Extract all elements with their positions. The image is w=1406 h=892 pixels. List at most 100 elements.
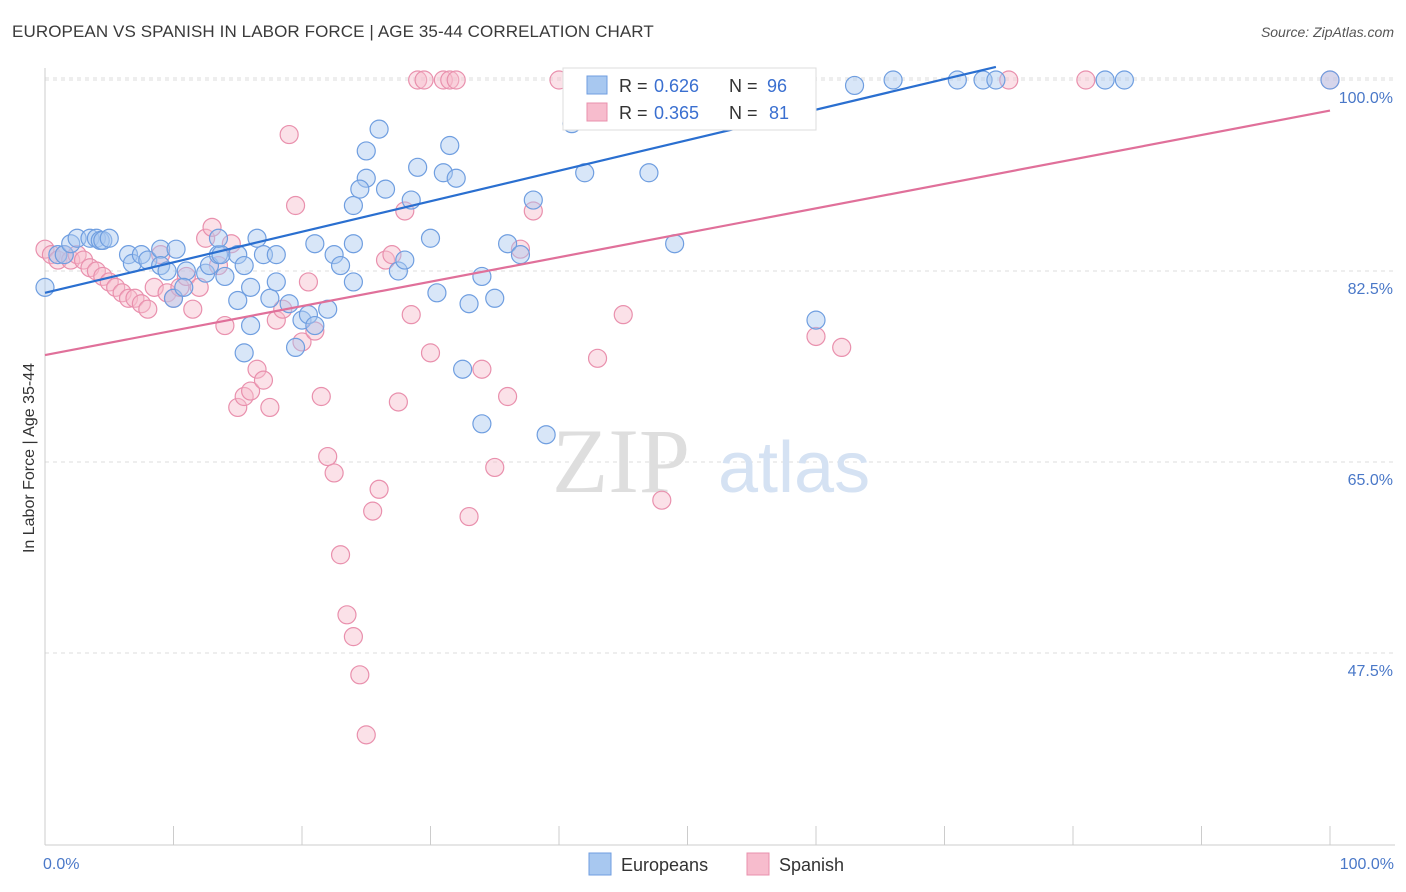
europeans-point-61: [433, 163, 453, 183]
grid-lines: [45, 77, 1395, 654]
europeans-n-label: N =: [729, 76, 758, 96]
europeans-point-64: [453, 359, 473, 379]
europeans-point-0: [35, 277, 55, 297]
europeans-point-69: [498, 234, 518, 254]
spanish-trend-line: [44, 109, 1331, 357]
europeans-point-93: [986, 70, 1006, 90]
spanish-point-71: [587, 348, 608, 368]
europeans-point-2: [54, 245, 74, 265]
spanish-point-42: [305, 321, 325, 341]
europeans-point-47: [343, 234, 363, 254]
europeans-point-29: [241, 277, 261, 297]
europeans-point-51: [350, 179, 370, 199]
europeans-point-40: [285, 337, 306, 357]
stats-legend: R = 0.626 N = 96 R = 0.365 N = 81: [562, 67, 817, 131]
spanish-n-label: N =: [729, 103, 758, 123]
chart-title: EUROPEAN VS SPANISH IN LABOR FORCE | AGE…: [12, 22, 654, 41]
y-axis-label: In Labor Force | Age 35-44: [21, 363, 38, 553]
europeans-point-96: [1320, 70, 1340, 90]
europeans-r-label: R =: [619, 76, 648, 96]
europeans-point-1: [48, 245, 68, 265]
europeans-point-53: [369, 119, 389, 139]
spanish-point-51: [363, 501, 383, 521]
europeans-point-68: [485, 288, 505, 308]
europeans-point-70: [510, 245, 531, 265]
y-tick-label-65: 65.0%: [1348, 472, 1393, 489]
x-tick-label-0: 0.0%: [43, 856, 79, 873]
europeans-point-26: [228, 245, 248, 265]
spanish-point-45: [324, 463, 344, 483]
europeans-point-63: [446, 168, 466, 188]
spanish-point-48: [343, 627, 363, 647]
spanish-point-60: [420, 343, 441, 363]
spanish-point-67: [498, 386, 518, 407]
spanish-n-value: 81: [769, 103, 789, 123]
spanish-point-33: [247, 359, 267, 379]
europeans-point-80: [639, 163, 659, 183]
spanish-r-label: R =: [619, 103, 648, 123]
spanish-point-39: [285, 195, 306, 216]
europeans-point-48: [343, 272, 363, 292]
spanish-point-23: [183, 299, 203, 319]
europeans-point-27: [208, 228, 229, 248]
europeans-point-9: [99, 228, 119, 248]
spanish-point-62: [440, 70, 460, 90]
spanish-point-47: [337, 605, 357, 625]
europeans-point-54: [375, 179, 396, 199]
europeans-point-28: [234, 255, 254, 276]
europeans-point-55: [388, 261, 408, 281]
spanish-point-30: [228, 397, 248, 418]
europeans-point-59: [420, 228, 441, 248]
spanish-point-64: [459, 506, 479, 527]
europeans-point-71: [523, 190, 543, 210]
spanish-point-26: [202, 217, 222, 237]
spanish-point-57: [401, 305, 421, 325]
source-label: Source: ZipAtlas.com: [1260, 24, 1394, 40]
spanish-point-59: [414, 70, 434, 90]
spanish-point-68: [510, 239, 531, 259]
series-legend: Europeans Spanish: [588, 852, 844, 876]
spanish-point-38: [279, 124, 299, 145]
europeans-trend-line: [44, 65, 997, 294]
y-tick-label-47.5: 47.5%: [1348, 663, 1393, 680]
europeans-point-16: [157, 261, 177, 281]
spanish-point-58: [408, 70, 428, 90]
europeans-r-value: 0.626: [654, 76, 699, 96]
spanish-point-76: [806, 326, 826, 347]
europeans-point-20: [174, 277, 194, 297]
spanish-point-46: [330, 545, 351, 565]
europeans-point-49: [343, 195, 363, 216]
spanish-point-69: [523, 201, 543, 221]
europeans-point-90: [883, 70, 903, 90]
europeans-swatch: [586, 75, 608, 95]
europeans-n-value: 96: [767, 76, 787, 96]
europeans-point-23: [215, 266, 235, 287]
europeans-point-14: [151, 239, 171, 259]
europeans-point-89: [844, 75, 865, 96]
europeans-point-62: [440, 135, 460, 156]
spanish-point-44: [318, 446, 338, 467]
europeans-point-34: [234, 343, 254, 363]
spanish-points: [35, 70, 1340, 745]
europeans-point-35: [266, 245, 286, 265]
legend-europeans-label: Europeans: [621, 855, 708, 875]
spanish-swatch: [586, 102, 608, 122]
spanish-point-16: [138, 299, 158, 319]
spanish-point-66: [485, 457, 505, 478]
europeans-point-60: [427, 283, 447, 303]
europeans-point-95: [1114, 70, 1135, 90]
spanish-point-32: [241, 381, 261, 401]
spanish-point-52: [369, 479, 389, 499]
europeans-point-88: [806, 310, 826, 330]
spanish-point-24: [189, 277, 209, 297]
spanish-point-54: [382, 245, 402, 265]
spanish-point-17: [144, 277, 164, 297]
europeans-point-72: [536, 425, 556, 445]
spanish-point-49: [350, 665, 370, 685]
spanish-point-35: [260, 397, 280, 418]
europeans-point-39: [305, 234, 325, 254]
spanish-point-73: [652, 490, 672, 510]
europeans-point-17: [176, 261, 196, 281]
spanish-point-50: [356, 725, 376, 745]
europeans-point-43: [305, 315, 325, 336]
